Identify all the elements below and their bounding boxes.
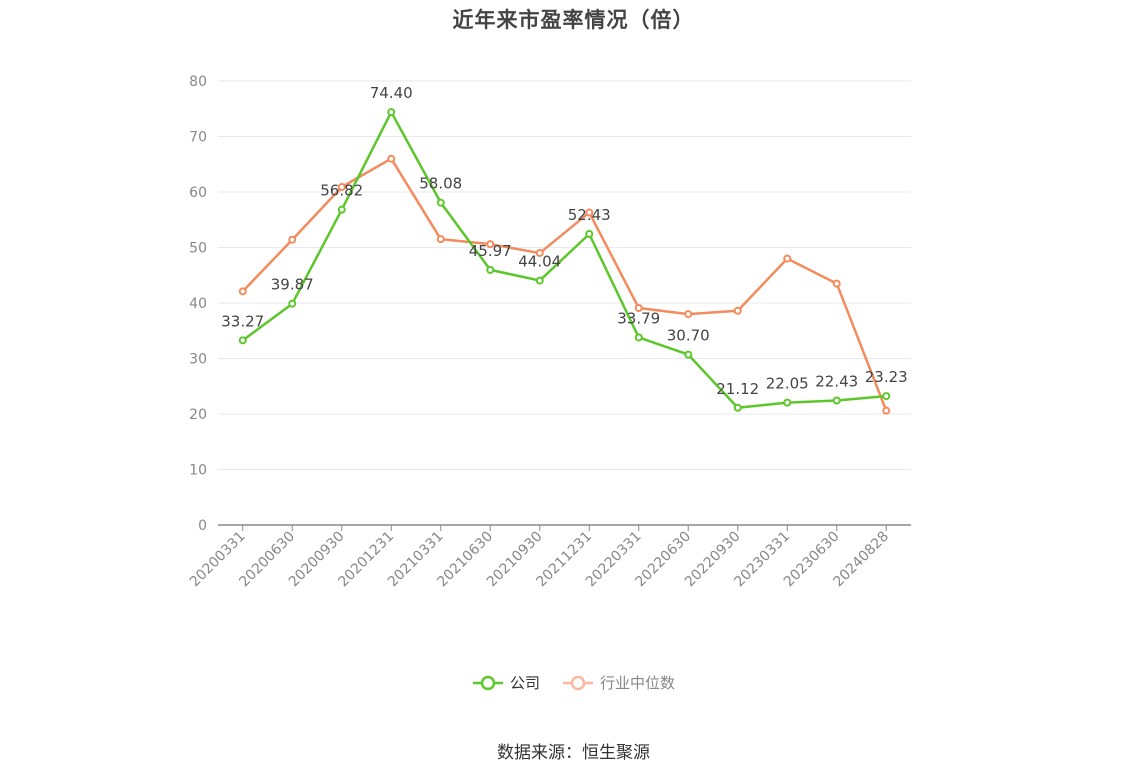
data-point-industry[interactable] xyxy=(288,235,297,244)
legend: 公司 行业中位数 xyxy=(0,672,1147,693)
data-source: 数据来源：恒生聚源 xyxy=(497,743,650,763)
data-point-company[interactable] xyxy=(238,336,247,345)
data-point-industry[interactable] xyxy=(832,279,841,288)
data-point-industry[interactable] xyxy=(585,208,594,217)
data-point-company[interactable] xyxy=(337,205,346,214)
data-point-company[interactable] xyxy=(684,350,693,359)
data-point-company[interactable] xyxy=(585,230,594,239)
data-point-company[interactable] xyxy=(436,198,445,207)
data-point-industry[interactable] xyxy=(783,254,792,263)
data-point-industry[interactable] xyxy=(486,240,495,249)
y-tick-label: 30 xyxy=(189,352,207,368)
series-layer xyxy=(238,108,891,415)
legend-company-icon xyxy=(472,675,503,690)
data-point-company[interactable] xyxy=(387,108,396,117)
data-point-industry[interactable] xyxy=(882,406,891,415)
data-point-company[interactable] xyxy=(832,396,841,405)
data-point-industry[interactable] xyxy=(535,249,544,258)
data-point-industry[interactable] xyxy=(337,183,346,192)
y-tick-label: 50 xyxy=(189,241,207,257)
data-point-company[interactable] xyxy=(733,403,742,412)
y-tick-label: 80 xyxy=(189,74,207,90)
legend-industry-icon xyxy=(563,675,593,690)
legend-item-company[interactable]: 公司 xyxy=(472,672,540,693)
data-point-industry[interactable] xyxy=(684,310,693,319)
data-point-industry[interactable] xyxy=(238,287,247,296)
y-tick-label: 40 xyxy=(189,296,207,312)
data-label-company: 22.05 xyxy=(766,375,809,393)
data-label-company: 74.40 xyxy=(370,84,413,102)
data-labels: 33.27 39.87 56.82 74.40 58.08 45.97 44.04 52.43… xyxy=(221,84,907,398)
data-point-company[interactable] xyxy=(535,276,544,285)
chart-title: 近年来市盈率情况（倍） xyxy=(452,8,695,32)
data-point-company[interactable] xyxy=(634,333,643,342)
y-axis: 0 10 20 30 40 50 60 70 80 xyxy=(189,74,207,534)
grid-lines xyxy=(218,80,911,470)
data-label-company: 23.23 xyxy=(865,368,908,386)
data-point-industry[interactable] xyxy=(733,306,742,315)
legend-item-industry[interactable]: 行业中位数 xyxy=(562,672,675,693)
y-tick-label: 60 xyxy=(189,185,207,201)
data-point-company[interactable] xyxy=(783,398,792,407)
y-tick-label: 0 xyxy=(198,518,207,534)
series-line-company xyxy=(242,110,887,410)
data-point-company[interactable] xyxy=(288,299,297,308)
data-label-company: 39.87 xyxy=(271,276,314,294)
data-label-company: 45.97 xyxy=(469,242,512,260)
x-axis: 2020033120200630202009302020123120210331… xyxy=(187,524,911,590)
data-point-industry[interactable] xyxy=(436,235,445,244)
data-point-company[interactable] xyxy=(882,392,891,401)
data-label-company: 56.82 xyxy=(320,182,363,200)
y-tick-label: 70 xyxy=(189,130,207,146)
data-label-company: 33.79 xyxy=(617,309,660,327)
data-point-industry[interactable] xyxy=(387,154,396,163)
series-line-industry xyxy=(241,157,888,412)
data-point-industry[interactable] xyxy=(634,303,643,312)
legend-label-industry: 行业中位数 xyxy=(600,674,676,692)
data-label-company: 22.43 xyxy=(815,373,858,391)
data-label-company: 44.04 xyxy=(518,253,561,271)
data-label-company: 33.27 xyxy=(221,312,264,330)
data-label-company: 58.08 xyxy=(419,175,462,193)
data-label-company: 30.70 xyxy=(667,327,710,345)
data-label-company: 21.12 xyxy=(716,380,759,398)
data-point-company[interactable] xyxy=(486,265,495,274)
y-tick-label: 20 xyxy=(189,407,207,423)
data-label-company: 52.43 xyxy=(568,206,611,224)
legend-label-company: 公司 xyxy=(509,674,540,692)
y-tick-label: 10 xyxy=(189,463,207,479)
